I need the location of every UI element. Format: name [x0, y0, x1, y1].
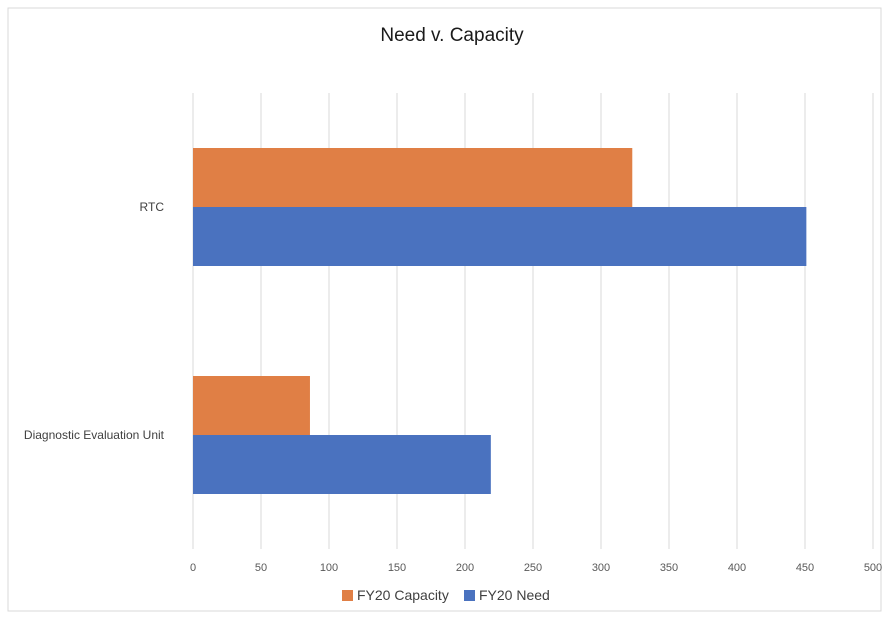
x-tick-label-150: 150	[388, 562, 406, 574]
bar-diagnostic-evaluation-unit-fy20-need	[193, 435, 491, 494]
bar-rtc-fy20-capacity	[193, 148, 633, 207]
x-tick-label-0: 0	[190, 562, 196, 574]
x-tick-label-300: 300	[592, 562, 610, 574]
legend: FY20 Capacity FY20 Need	[342, 587, 550, 603]
x-tick-label-500: 500	[864, 562, 882, 574]
x-tick-label-100: 100	[320, 562, 338, 574]
bar-diagnostic-evaluation-unit-fy20-capacity	[193, 376, 310, 435]
chart-title: Need v. Capacity	[380, 25, 524, 46]
chart-frame	[7, 7, 882, 612]
x-tick-label-200: 200	[456, 562, 474, 574]
x-tick-label-350: 350	[660, 562, 678, 574]
bar-rtc-fy20-need	[193, 207, 807, 266]
legend-label-0: FY20 Capacity	[357, 587, 449, 603]
legend-label-1: FY20 Need	[479, 587, 550, 603]
bars	[193, 148, 807, 494]
category-label-0: RTC	[140, 200, 165, 214]
x-tick-label-250: 250	[524, 562, 542, 574]
category-label-1: Diagnostic Evaluation Unit	[24, 428, 165, 442]
legend-swatch-0	[342, 590, 353, 601]
x-axis-ticks: 0 50 100 150 200 250 300 350 400 450 500	[190, 562, 882, 574]
x-tick-label-450: 450	[796, 562, 814, 574]
x-tick-label-50: 50	[255, 562, 267, 574]
x-tick-label-400: 400	[728, 562, 746, 574]
y-axis-categories: RTC Diagnostic Evaluation Unit	[24, 200, 165, 442]
legend-swatch-1	[464, 590, 475, 601]
